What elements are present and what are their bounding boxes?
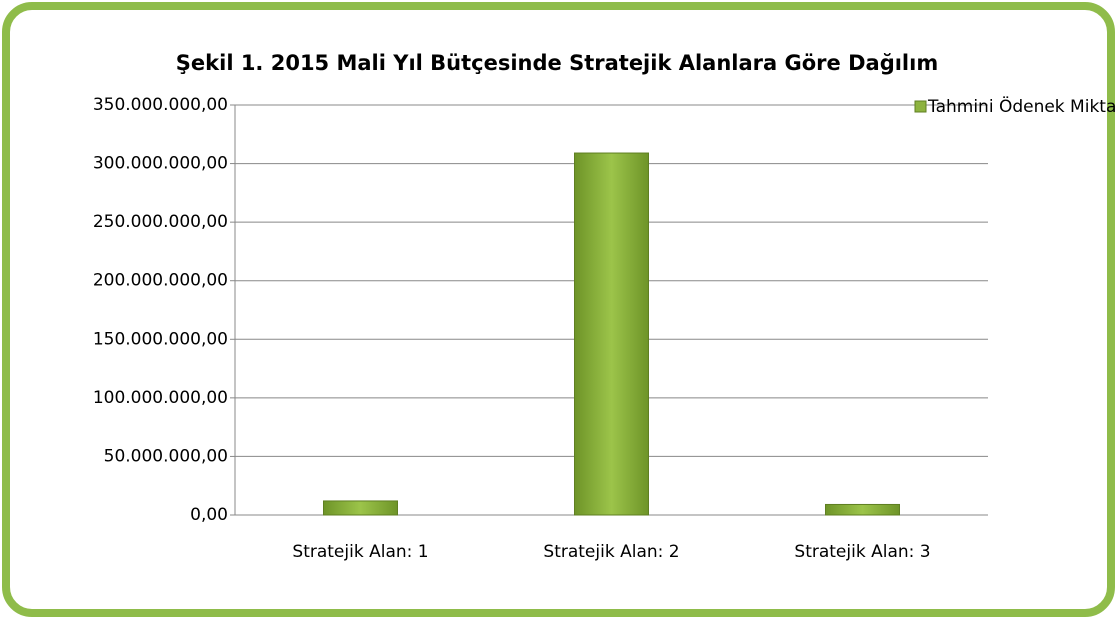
legend-swatch [915, 101, 926, 112]
legend-label: Tahmini Ödenek Miktarı [927, 95, 1117, 117]
y-tick-label: 0,00 [190, 505, 228, 525]
y-tick-label: 200.000.000,00 [93, 271, 228, 291]
x-tick-label: Stratejik Alan: 3 [794, 542, 930, 562]
chart: Şekil 1. 2015 Mali Yıl Bütçesinde Strate… [0, 0, 1117, 619]
x-tick-label: Stratejik Alan: 2 [543, 542, 679, 562]
y-tick-label: 50.000.000,00 [104, 446, 228, 466]
y-tick-label: 350.000.000,00 [93, 95, 228, 115]
y-tick-label: 100.000.000,00 [93, 388, 228, 408]
x-tick-label: Stratejik Alan: 1 [292, 542, 428, 562]
page: Şekil 1. 2015 Mali Yıl Bütçesinde Strate… [0, 0, 1117, 619]
y-tick-label: 300.000.000,00 [93, 154, 228, 174]
chart-title: Şekil 1. 2015 Mali Yıl Bütçesinde Strate… [176, 51, 938, 75]
bar [826, 504, 900, 515]
y-tick-label: 250.000.000,00 [93, 212, 228, 232]
bar [575, 153, 649, 515]
y-tick-label: 150.000.000,00 [93, 329, 228, 349]
bar [324, 501, 398, 515]
